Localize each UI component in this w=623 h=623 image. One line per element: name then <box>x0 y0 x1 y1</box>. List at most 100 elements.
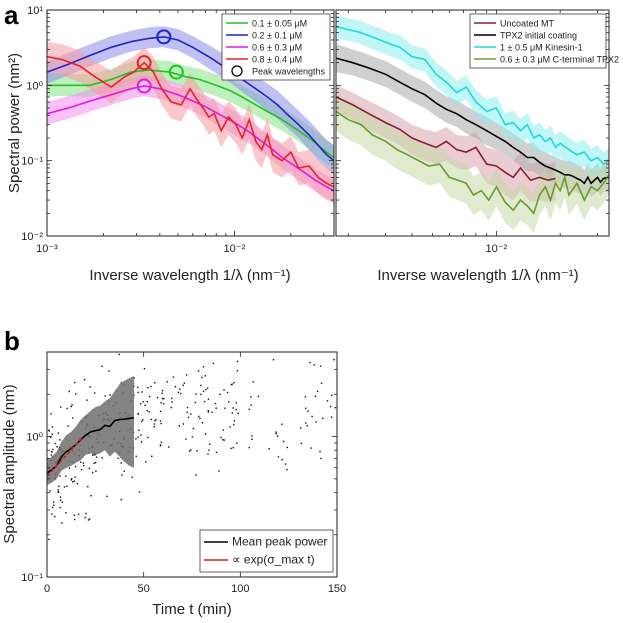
scatter-point <box>148 411 150 413</box>
scatter-point <box>161 392 163 395</box>
scatter-point <box>286 446 288 449</box>
scatter-point <box>268 447 270 450</box>
scatter-point <box>160 441 163 443</box>
scatter-point <box>204 433 207 435</box>
scatter-point <box>330 416 333 418</box>
line-0-8-0-4-m <box>46 55 335 188</box>
series-lines <box>46 417 135 477</box>
scatter-point <box>233 381 235 384</box>
scatter-point <box>143 367 146 370</box>
scatter-point <box>56 446 58 448</box>
scatter-point <box>226 391 229 394</box>
scatter-point <box>145 461 147 463</box>
scatter-point <box>194 401 196 404</box>
scatter-point <box>137 391 139 394</box>
scatter-point <box>106 495 108 498</box>
scatter-point <box>236 369 239 372</box>
scatter-point <box>82 462 85 464</box>
scatter-point <box>137 436 139 438</box>
legend-label: Mean peak power <box>232 535 327 549</box>
scatter-point <box>204 375 207 377</box>
scatter-point <box>137 412 139 415</box>
scatter-point <box>196 450 198 452</box>
scatter-point <box>70 479 72 481</box>
scatter-point <box>187 416 190 419</box>
legend-label: 0.8 ± 0.4 μM <box>252 55 302 65</box>
scatter-point <box>146 401 149 403</box>
axes-frame <box>46 351 338 578</box>
scatter-point <box>300 427 302 429</box>
legend-label: Peak wavelengths <box>252 67 326 77</box>
scatter-point <box>75 393 77 395</box>
scatter-point <box>203 400 206 403</box>
scatter-point <box>146 409 148 412</box>
scatter-point <box>57 491 60 494</box>
legend: Uncoated MT TPX2 initial coating 1 ± 0.5 μ… <box>469 13 619 69</box>
scatter-point <box>59 475 61 477</box>
scatter-point <box>222 429 225 431</box>
scatter-point <box>156 396 159 399</box>
line-tpx2-initial-coating <box>335 57 610 185</box>
x-tick-label: 10⁻² <box>486 243 508 255</box>
scatter-point <box>316 390 319 393</box>
scatter-point <box>331 394 333 397</box>
scatter-point <box>49 490 51 492</box>
scatter-point <box>74 465 77 468</box>
scatter-point <box>61 522 63 524</box>
scatter-point <box>120 382 123 384</box>
scatter-point <box>67 425 69 427</box>
scatter-point <box>205 388 207 391</box>
scatter-point <box>118 353 121 356</box>
scatter-point <box>59 506 61 509</box>
scatter-point <box>166 381 168 383</box>
scatter-point <box>88 467 91 470</box>
scatter-point <box>218 470 220 472</box>
scatter-point <box>197 370 200 372</box>
legend-label: ∝ exp(σ_max t) <box>232 553 315 567</box>
scatter-point <box>94 461 97 464</box>
scatter-point <box>52 501 55 503</box>
scatter-point <box>207 411 210 413</box>
scatter-point <box>172 376 175 378</box>
band-mean-peak-power <box>47 376 134 486</box>
scatter-point <box>309 361 311 364</box>
scatter-point <box>71 478 73 480</box>
scatter-point <box>66 485 68 487</box>
line-0-1-0-05-m <box>47 69 335 159</box>
scatter-point <box>84 516 86 519</box>
scatter-point <box>170 397 173 400</box>
scatter-point <box>185 374 188 376</box>
scatter-point <box>186 411 188 413</box>
scatter-point <box>306 425 308 427</box>
scatter-point <box>159 420 162 422</box>
scatter-point <box>89 386 91 388</box>
scatter-point <box>72 481 74 483</box>
scatter-point <box>319 365 322 367</box>
scatter-point <box>231 412 234 414</box>
scatter-point <box>66 407 68 410</box>
scatter-point <box>223 389 225 391</box>
scatter-point <box>138 491 141 493</box>
scatter-point <box>190 413 192 415</box>
scatter-point <box>207 409 209 412</box>
scatter-point <box>49 436 52 439</box>
scatter-point <box>74 476 76 478</box>
scatter-point <box>154 420 156 422</box>
scatter-point <box>200 393 202 396</box>
scatter-point <box>199 417 201 419</box>
scatter-point <box>177 391 180 394</box>
scatter-point <box>182 423 185 425</box>
x-axis-label: Inverse wavelength 1/λ (nm⁻¹) <box>89 267 290 284</box>
scatter-point <box>135 455 137 458</box>
scatter-point <box>59 406 62 408</box>
scatter-point <box>57 489 59 491</box>
scatter-point <box>65 475 67 477</box>
x-tick-label: 10⁻³ <box>36 243 58 255</box>
band-0-2-0-1-m <box>47 26 334 175</box>
scatter-point <box>54 515 56 518</box>
series-lines <box>335 25 610 215</box>
legend: 0.1 ± 0.05 μM 0.2 ± 0.1 μM 0.6 ± 0.3 μM 0.8… <box>221 13 331 81</box>
scatter-point <box>153 423 156 425</box>
